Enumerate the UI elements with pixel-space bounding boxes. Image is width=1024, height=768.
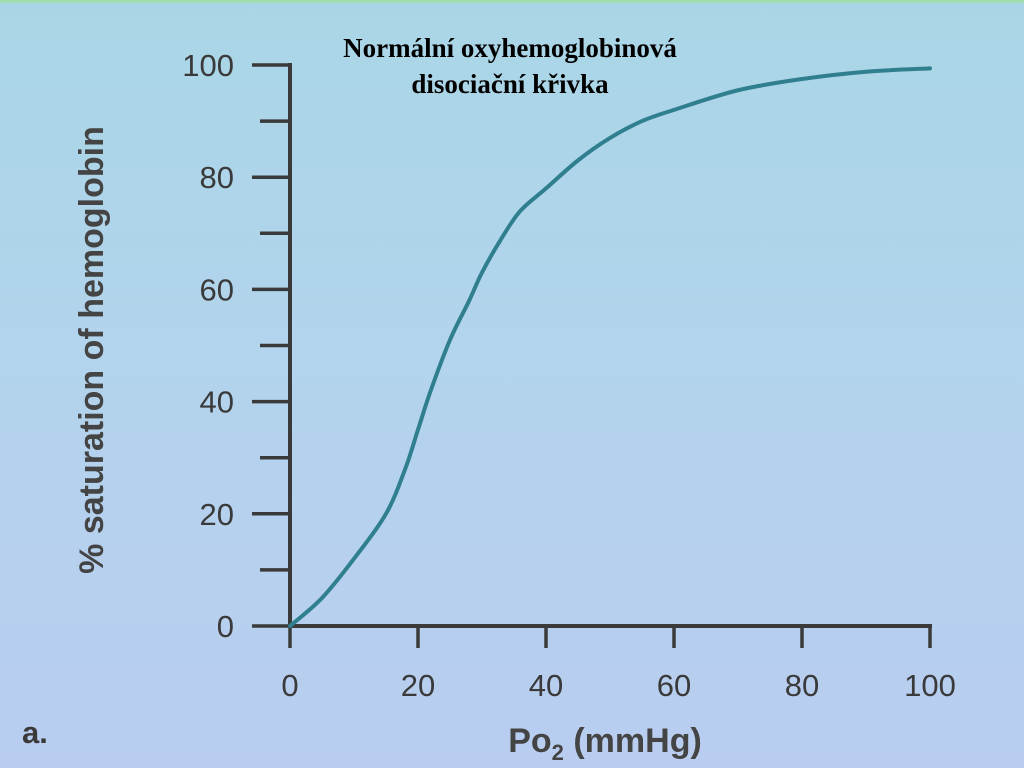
x-axis-label: Po2 (mmHg) bbox=[508, 722, 702, 765]
x-axis-label-main: Po bbox=[508, 722, 551, 760]
y-tick-label: 80 bbox=[200, 160, 234, 195]
y-tick-label: 100 bbox=[182, 48, 234, 83]
axes-group bbox=[288, 63, 932, 628]
chart-title: Normální oxyhemoglobinová disociační kři… bbox=[250, 30, 770, 102]
x-tick-label: 80 bbox=[785, 668, 819, 703]
x-axis-label-rest: (mmHg) bbox=[564, 722, 702, 760]
y-tick-label: 60 bbox=[200, 272, 234, 307]
ticks-group: 0 20 40 60 80 100 0 20 40 60 80 100 bbox=[182, 48, 956, 703]
panel-label: a. bbox=[22, 715, 48, 750]
saturation-curve bbox=[288, 66, 932, 628]
x-tick-label: 60 bbox=[657, 668, 691, 703]
chart-title-line-2: disociační křivka bbox=[411, 69, 609, 99]
y-tick-label: 40 bbox=[200, 385, 234, 420]
x-tick-label: 0 bbox=[281, 668, 298, 703]
chart-title-line-1: Normální oxyhemoglobinová bbox=[343, 33, 677, 63]
y-tick-label: 20 bbox=[200, 497, 234, 532]
x-tick-label: 40 bbox=[529, 668, 563, 703]
x-tick-label: 20 bbox=[401, 668, 435, 703]
y-axis-label: % saturation of hemoglobin bbox=[73, 126, 111, 574]
x-axis-label-subscript: 2 bbox=[552, 740, 564, 765]
x-tick-label: 100 bbox=[904, 668, 956, 703]
y-tick-label: 0 bbox=[217, 609, 234, 644]
series-group bbox=[288, 66, 932, 628]
